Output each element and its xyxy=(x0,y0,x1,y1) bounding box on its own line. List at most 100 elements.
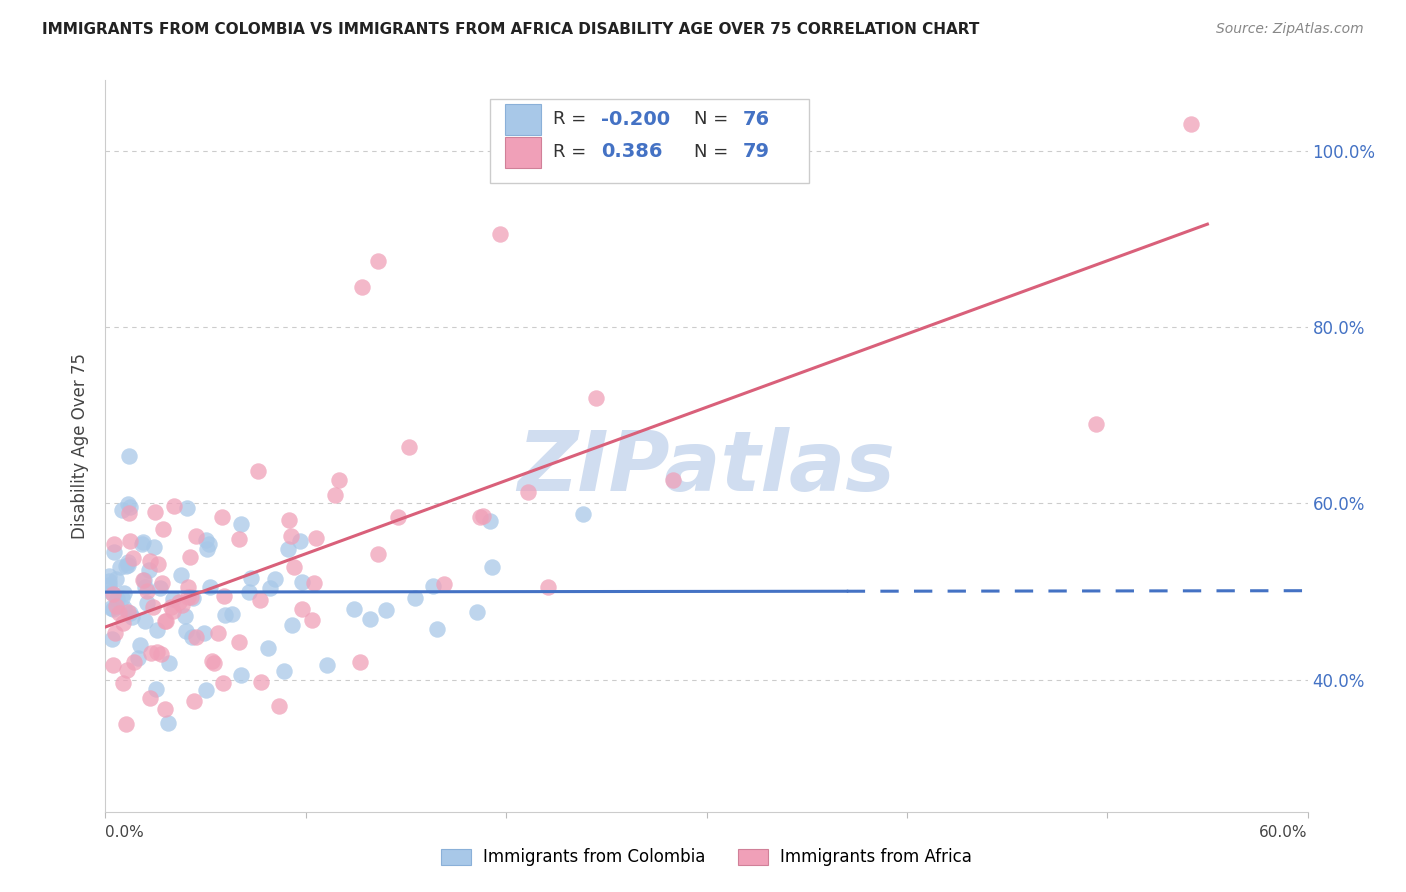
Point xyxy=(111,503,134,517)
Point xyxy=(167,595,190,609)
Point xyxy=(197,537,219,551)
Point xyxy=(117,606,139,620)
Point xyxy=(157,656,180,670)
Point xyxy=(181,591,204,605)
Point xyxy=(172,598,194,612)
Point xyxy=(146,645,169,659)
Point xyxy=(229,667,252,681)
Point xyxy=(176,624,198,638)
Point xyxy=(108,607,131,621)
Point xyxy=(481,559,503,574)
Point xyxy=(343,602,366,616)
Point xyxy=(247,464,270,478)
Point xyxy=(105,592,128,607)
Text: Source: ZipAtlas.com: Source: ZipAtlas.com xyxy=(1216,22,1364,37)
Point xyxy=(404,591,426,605)
Point xyxy=(118,506,141,520)
Point xyxy=(180,590,202,604)
Point xyxy=(367,547,389,561)
Point xyxy=(585,391,607,405)
Point xyxy=(280,618,302,632)
Point xyxy=(145,681,167,696)
Point xyxy=(323,488,346,502)
Point xyxy=(104,626,127,640)
Text: R =: R = xyxy=(553,110,592,128)
Point xyxy=(124,655,146,669)
Point xyxy=(115,717,138,731)
Point xyxy=(120,534,142,549)
Point xyxy=(118,606,141,620)
Point xyxy=(239,571,262,585)
Point xyxy=(162,604,184,618)
Text: -0.200: -0.200 xyxy=(600,110,669,128)
Text: 79: 79 xyxy=(742,143,769,161)
Text: N =: N = xyxy=(695,143,734,161)
Point xyxy=(229,517,252,532)
Point xyxy=(179,550,201,565)
Point xyxy=(117,497,139,511)
Point xyxy=(264,572,287,586)
Point xyxy=(291,601,314,615)
Point xyxy=(132,574,155,588)
Point xyxy=(115,663,138,677)
Point xyxy=(118,449,141,463)
Point xyxy=(278,513,301,527)
Point xyxy=(162,592,184,607)
Point xyxy=(150,575,173,590)
Point xyxy=(195,533,218,548)
Point xyxy=(228,532,250,546)
Point xyxy=(238,584,260,599)
Point xyxy=(249,593,271,607)
Point xyxy=(280,528,302,542)
Point xyxy=(127,650,149,665)
Point xyxy=(195,541,218,556)
Text: 60.0%: 60.0% xyxy=(1260,825,1308,840)
Point xyxy=(138,563,160,577)
Point xyxy=(479,514,502,528)
Point xyxy=(108,560,131,574)
Point xyxy=(134,615,156,629)
Point xyxy=(180,630,202,644)
Point xyxy=(101,632,124,646)
Point xyxy=(139,691,162,706)
Point xyxy=(177,590,200,604)
Text: ZIPatlas: ZIPatlas xyxy=(517,427,896,508)
Point xyxy=(134,580,156,594)
Point xyxy=(104,572,127,586)
Point xyxy=(398,440,420,454)
Text: 0.0%: 0.0% xyxy=(105,825,145,840)
Point xyxy=(1085,417,1108,431)
Point xyxy=(489,227,512,242)
Point xyxy=(122,550,145,565)
Point xyxy=(112,600,135,615)
Point xyxy=(572,507,595,521)
Point xyxy=(375,603,398,617)
Point xyxy=(98,574,121,589)
Point xyxy=(142,599,165,614)
Point xyxy=(131,537,153,551)
Point xyxy=(149,581,172,595)
Point xyxy=(153,702,176,716)
Text: R =: R = xyxy=(553,143,592,161)
Point xyxy=(283,559,305,574)
Point xyxy=(267,698,290,713)
Point xyxy=(257,641,280,656)
Point xyxy=(101,658,124,673)
Point xyxy=(211,676,233,690)
Point xyxy=(214,607,236,622)
Point xyxy=(426,623,449,637)
Point xyxy=(301,613,323,627)
Point xyxy=(1180,117,1202,131)
Point xyxy=(277,541,299,556)
Point xyxy=(160,599,183,614)
Point xyxy=(112,615,135,630)
Point xyxy=(101,587,124,601)
Point xyxy=(211,510,233,524)
Point xyxy=(176,501,198,516)
Point xyxy=(465,605,488,619)
Point xyxy=(143,540,166,554)
Point xyxy=(146,623,169,637)
Point xyxy=(259,581,281,595)
Point xyxy=(328,473,350,487)
Point xyxy=(156,715,179,730)
